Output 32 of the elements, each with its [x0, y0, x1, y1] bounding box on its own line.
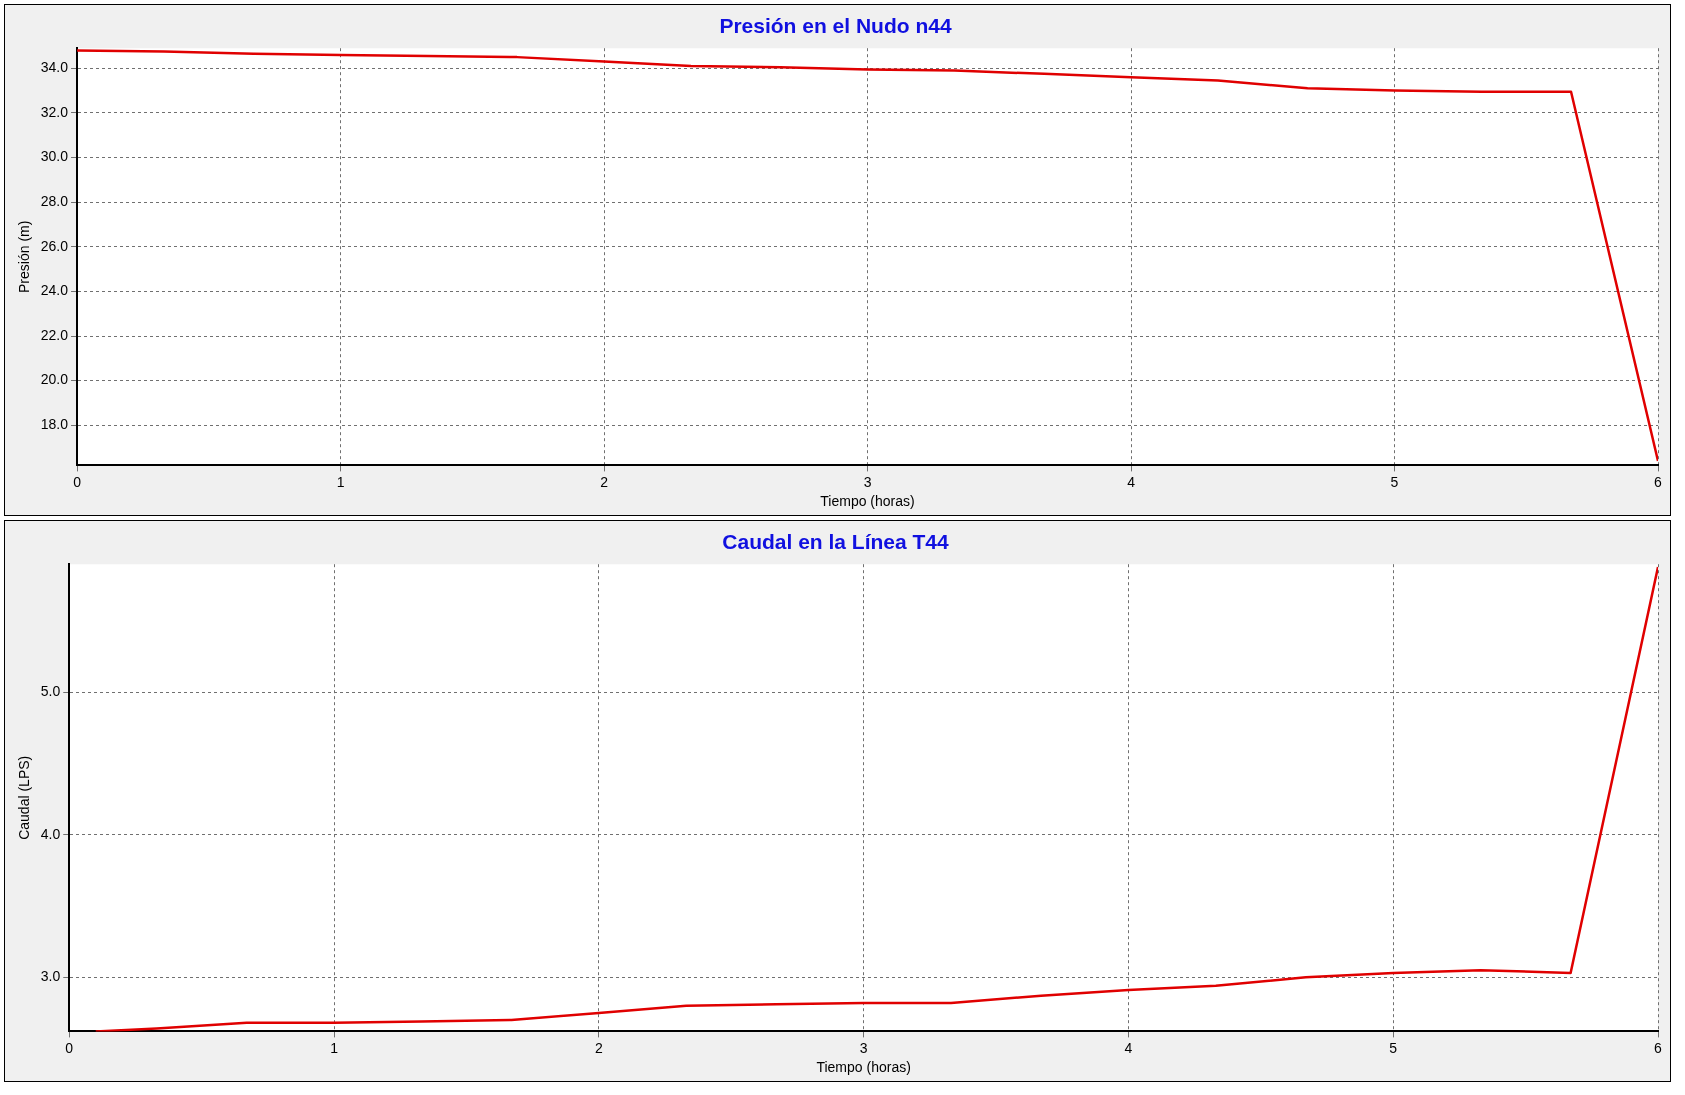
x-tick-label: 2	[600, 473, 609, 490]
y-tick-label: 3.0	[40, 968, 61, 985]
x-tick-label: 1	[336, 473, 345, 490]
x-tick-label: 6	[1654, 1039, 1663, 1056]
y-tick-label: 30.0	[40, 148, 69, 165]
chart-title: Presión en el Nudo n44	[719, 14, 952, 38]
y-tick-label: 22.0	[40, 326, 69, 343]
x-tick-label: 3	[859, 1039, 868, 1056]
chart-title: Caudal en la Línea T44	[722, 530, 950, 554]
x-tick-label: 0	[73, 473, 82, 490]
x-tick-label: 0	[65, 1039, 74, 1056]
y-tick-label: 28.0	[40, 193, 69, 209]
y-tick-label: 5.0	[40, 683, 61, 700]
y-tick-label: 32.0	[40, 103, 69, 120]
y-tick-label: 26.0	[40, 237, 69, 254]
x-axis-title: Tiempo (horas)	[820, 493, 915, 510]
x-tick-label: 3	[863, 473, 872, 490]
x-axis-title: Tiempo (horas)	[816, 1059, 911, 1076]
x-tick-label: 5	[1389, 1039, 1398, 1056]
y-tick-label: 20.0	[40, 371, 69, 388]
y-tick-label: 34.0	[40, 59, 69, 76]
y-axis-title: Presión (m)	[16, 220, 33, 293]
x-tick-label: 4	[1127, 473, 1136, 490]
y-tick-label: 24.0	[40, 282, 69, 299]
x-tick-label: 4	[1124, 1039, 1133, 1056]
x-tick-label: 1	[330, 1039, 339, 1056]
x-tick-label: 6	[1654, 473, 1663, 490]
y-tick-label: 4.0	[40, 825, 61, 842]
x-tick-label: 5	[1390, 473, 1399, 490]
y-axis-title: Caudal (LPS)	[16, 755, 33, 840]
x-tick-label: 2	[594, 1039, 603, 1056]
y-tick-label: 18.0	[40, 416, 69, 433]
